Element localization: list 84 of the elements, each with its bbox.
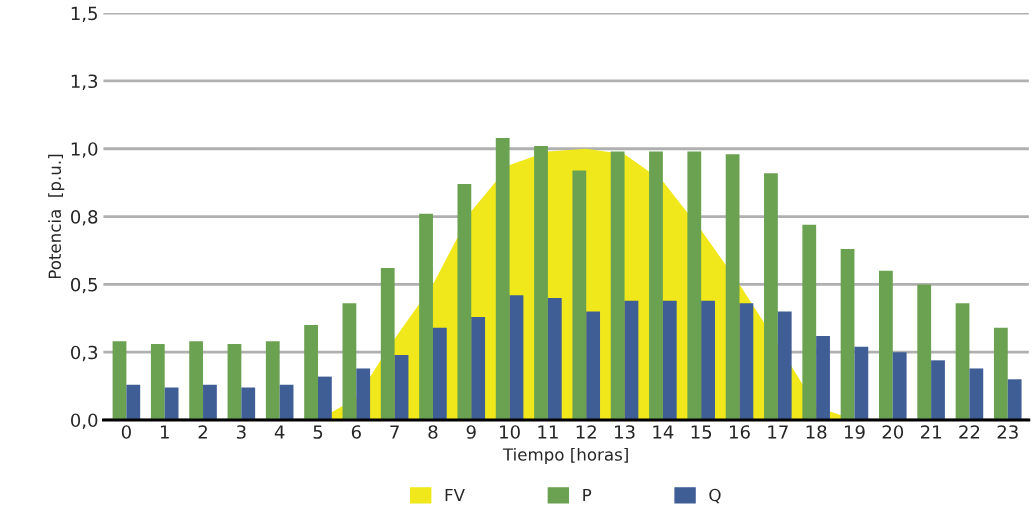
- bar: [189, 341, 204, 420]
- bar: [777, 311, 792, 420]
- bar: [955, 303, 970, 420]
- x-tick-label: 21: [920, 425, 941, 439]
- bar: [840, 249, 855, 420]
- x-tick-label: 22: [959, 425, 980, 439]
- bar: [432, 327, 447, 420]
- bar: [892, 352, 907, 420]
- x-tick-label: 20: [882, 425, 904, 439]
- bar: [649, 151, 663, 420]
- x-tick-label: 17: [768, 425, 788, 439]
- x-tick-label: 3: [236, 425, 246, 439]
- x-tick-label: 19: [844, 425, 865, 439]
- x-tick-label: 9: [466, 425, 476, 439]
- bar: [394, 354, 409, 420]
- bar: [150, 344, 165, 420]
- x-tick-label: 5: [313, 425, 323, 439]
- bar: [279, 384, 294, 420]
- bar: [931, 360, 945, 420]
- bar: [624, 300, 639, 420]
- bar: [816, 335, 830, 420]
- x-tick-label: 15: [691, 425, 712, 439]
- bar: [380, 268, 395, 420]
- bar: [1007, 379, 1022, 420]
- x-tick-label: 10: [500, 425, 520, 439]
- bar: [317, 376, 332, 420]
- bar: [419, 213, 433, 420]
- x-tick-label: 8: [428, 425, 438, 439]
- bar: [241, 387, 256, 420]
- bar: [879, 270, 893, 420]
- bar: [993, 327, 1008, 420]
- bar: [586, 311, 601, 420]
- x-tick-label: 14: [653, 425, 674, 439]
- y-tick-label: 1,3: [71, 74, 98, 90]
- bar: [764, 173, 778, 420]
- bar: [739, 303, 754, 420]
- y-tick-label: 0,5: [71, 277, 97, 294]
- bar: [917, 284, 932, 420]
- x-tick-label: 12: [576, 425, 596, 439]
- bar: [342, 303, 357, 420]
- bar: [547, 297, 562, 420]
- x-tick-label: 6: [351, 425, 361, 439]
- y-tick-label: 0,8: [71, 210, 98, 226]
- y-tick-label: 1,5: [71, 6, 97, 23]
- bar: [471, 316, 486, 420]
- x-tick-label: 1: [160, 425, 169, 439]
- bar: [356, 368, 371, 420]
- bar: [304, 325, 318, 420]
- y-tick-label: 1,0: [71, 142, 98, 158]
- legend-label: P: [583, 488, 592, 502]
- bar: [572, 170, 587, 420]
- bar: [969, 368, 984, 420]
- bar: [802, 224, 817, 420]
- bar: [126, 384, 141, 420]
- bar: [203, 384, 217, 420]
- legend-label: FV: [445, 488, 465, 502]
- y-tick-label: 0,3: [71, 345, 98, 362]
- y-axis-title: Potencia [p.u.]: [48, 154, 65, 279]
- bar: [457, 184, 472, 420]
- x-tick-label: 23: [997, 425, 1018, 439]
- bar: [854, 346, 869, 420]
- bar: [725, 154, 740, 420]
- bar: [687, 151, 702, 420]
- bar: [227, 344, 242, 420]
- bar: [265, 341, 280, 420]
- bar: [610, 151, 625, 420]
- bar: [662, 300, 677, 420]
- bar: [509, 295, 524, 420]
- legend-label: Q: [709, 488, 721, 504]
- y-tick-label: 0,0: [71, 413, 98, 429]
- bar: [495, 137, 510, 420]
- x-tick-label: 18: [806, 425, 827, 439]
- x-tick-label: 16: [730, 425, 750, 439]
- bar: [701, 300, 715, 420]
- bar: [164, 387, 179, 420]
- x-tick-label: 2: [198, 425, 207, 439]
- bar: [534, 146, 548, 420]
- bar: [112, 341, 127, 420]
- x-tick-label: 4: [274, 425, 285, 439]
- x-tick-label: 11: [538, 425, 558, 439]
- x-axis-title: Tiempo [horas]: [502, 447, 628, 465]
- x-tick-label: 0: [121, 425, 131, 439]
- x-tick-label: 7: [390, 425, 399, 439]
- x-tick-label: 13: [615, 425, 635, 439]
